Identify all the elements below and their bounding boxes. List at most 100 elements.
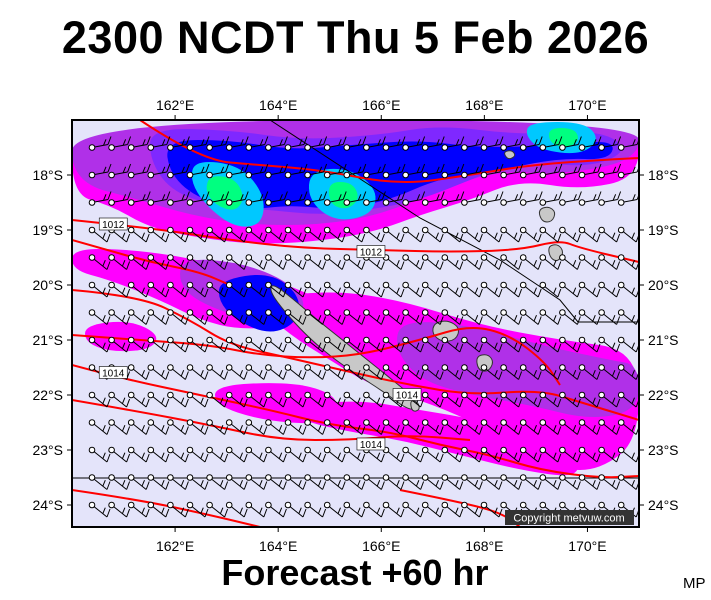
- wind-barb: [167, 163, 190, 179]
- wind-barb: [323, 309, 346, 325]
- wind-barb: [284, 281, 307, 298]
- isobar-labels: 1012 1012 1014 1014 1014: [98, 217, 422, 451]
- wind-barb: [206, 336, 229, 353]
- wind-barb: [363, 364, 385, 380]
- wind-barb: [598, 163, 622, 179]
- isobar-label: 1014: [392, 388, 422, 402]
- wind-barb: [382, 136, 406, 151]
- wind-barb: [461, 336, 483, 353]
- wind-barb: [108, 419, 131, 435]
- wind-barb: [127, 254, 150, 270]
- wind-barb: [480, 446, 503, 463]
- wind-barb: [559, 446, 581, 463]
- wind-barb: [343, 474, 366, 490]
- wind-barb: [461, 474, 483, 490]
- wind-barb: [225, 191, 249, 206]
- wind-barb: [206, 309, 229, 325]
- wind-barb: [578, 336, 601, 353]
- wind-barb: [382, 226, 405, 243]
- wind-barb: [304, 254, 327, 270]
- wind-barb: [265, 364, 287, 380]
- wind-barb: [539, 136, 563, 151]
- wind-barb: [617, 474, 639, 490]
- wind-barb: [304, 191, 328, 206]
- wind-barb: [559, 136, 582, 151]
- wind-barb: [304, 391, 327, 408]
- isobar-west: [72, 289, 639, 421]
- wind-barb: [382, 446, 405, 463]
- wind-barb: [265, 446, 287, 463]
- wind-barb: [363, 191, 386, 206]
- wind-barb: [88, 446, 111, 463]
- wind-barb: [480, 474, 503, 490]
- wind-barb: [421, 309, 444, 325]
- wind-barb: [108, 254, 131, 270]
- isobar-label-text: 1014: [396, 391, 419, 402]
- wind-barb: [88, 281, 111, 298]
- lon-label-top: 170°E: [568, 97, 606, 113]
- wind-barb: [480, 191, 504, 206]
- wind-barb: [402, 364, 425, 380]
- wind-barb: [206, 364, 229, 380]
- wind-barb: [598, 391, 621, 408]
- wind-barb: [441, 163, 465, 179]
- wind-barb: [598, 281, 621, 298]
- wind-barb: [598, 309, 621, 325]
- wind-barb: [265, 226, 287, 243]
- wind-barb: [265, 419, 287, 435]
- wind-barb: [108, 309, 131, 325]
- wind-barb: [304, 336, 327, 353]
- lon-label-bottom: 162°E: [156, 538, 194, 554]
- wind-barb: [480, 501, 503, 518]
- wind-barb: [578, 391, 601, 408]
- wind-barb: [323, 226, 346, 243]
- wind-barb: [245, 226, 268, 243]
- wind-barb: [382, 419, 405, 435]
- wind-barb: [480, 309, 503, 325]
- wind-barb: [598, 446, 621, 463]
- lat-label-left: 22°S: [32, 387, 63, 403]
- wind-barb: [265, 254, 287, 270]
- wind-barb: [559, 336, 581, 353]
- wind-barb: [578, 254, 601, 270]
- wind-barb: [519, 254, 542, 270]
- wind-barb: [323, 281, 346, 298]
- wind-barb: [265, 309, 287, 325]
- wind-barb: [147, 391, 170, 408]
- map-frame: [71, 119, 640, 528]
- wind-barb: [519, 336, 542, 353]
- wind-barb: [617, 309, 639, 325]
- wind-barb: [402, 191, 426, 206]
- isobar-north-a: [139, 120, 639, 183]
- wind-barb: [539, 163, 563, 179]
- isobar-label-text: 1012: [360, 248, 383, 259]
- wind-barb: [578, 309, 601, 325]
- wind-barb: [167, 501, 189, 518]
- wind-barb: [167, 136, 190, 151]
- wind-barb: [186, 364, 209, 380]
- wind-barb: [500, 309, 523, 325]
- rain-patch-left: [85, 321, 157, 352]
- wind-barb: [343, 446, 366, 463]
- wind-barb: [284, 136, 308, 151]
- wind-barb: [265, 281, 287, 298]
- wind-barb: [206, 391, 229, 408]
- wind-barb: [500, 254, 523, 270]
- wind-barb: [304, 226, 327, 243]
- wind-barb: [382, 501, 405, 518]
- wind-barb: [461, 391, 483, 408]
- wind-barb: [265, 391, 287, 408]
- wind-barb: [441, 281, 464, 298]
- wind-barb: [284, 419, 307, 435]
- wind-barb: [147, 226, 170, 243]
- wind-barb: [284, 309, 307, 325]
- wind-barb: [88, 501, 111, 518]
- isobar-label: 1014: [356, 437, 386, 451]
- wind-barb: [441, 391, 464, 408]
- wind-barb: [363, 336, 385, 353]
- wind-barb: [343, 163, 367, 179]
- wind-barb: [480, 391, 503, 408]
- wind-barb: [323, 501, 346, 518]
- wind-barb: [88, 419, 111, 435]
- wind-barb: [382, 474, 405, 490]
